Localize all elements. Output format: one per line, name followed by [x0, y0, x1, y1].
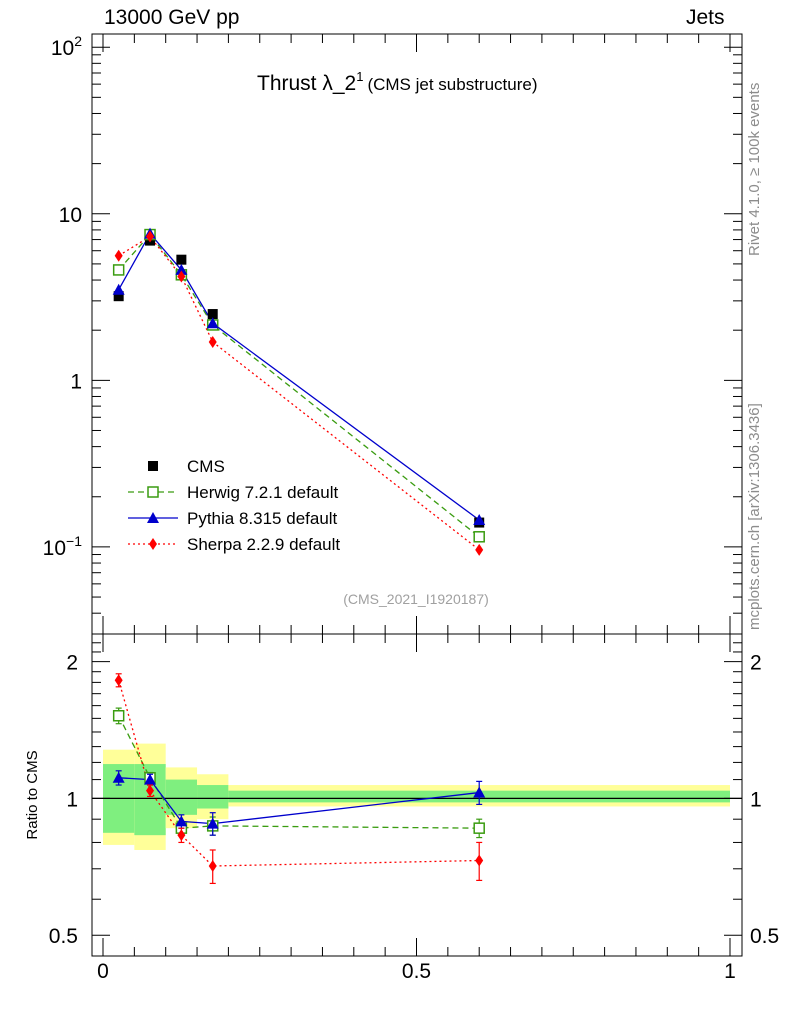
- pythia-legend-marker: [147, 512, 159, 523]
- analysis-watermark: (CMS_2021_I1920187): [343, 591, 489, 607]
- herwig-main-line: [118, 233, 480, 538]
- cms-main-point: [113, 291, 124, 302]
- sherpa-main-line: [118, 235, 480, 551]
- pythia-ratio-point: [206, 817, 219, 829]
- axis-ticks: [92, 34, 742, 956]
- x-tick-label: 1: [724, 960, 736, 983]
- sherpa-main-point: [208, 335, 217, 348]
- sherpa-ratio-point: [208, 859, 217, 872]
- ratio-y-tick-label-right: 2: [750, 652, 762, 675]
- sherpa-ratio-point: [475, 854, 484, 867]
- cms-legend-marker: [148, 461, 158, 471]
- main-y-tick-label: 102: [51, 33, 82, 60]
- pythia-legend-label: Pythia 8.315 default: [187, 509, 338, 528]
- herwig-legend-label: Herwig 7.2.1 default: [187, 483, 338, 502]
- sherpa-ratio-point: [177, 829, 186, 842]
- cms-legend-label: CMS: [187, 457, 225, 476]
- sherpa-main-point: [177, 270, 186, 283]
- ratio-y-axis-label: Ratio to CMS: [24, 750, 41, 839]
- pythia-ratio-point: [473, 786, 486, 798]
- pythia-main-point: [473, 514, 486, 526]
- header-process-label: 13000 GeV pp: [104, 6, 240, 29]
- ratio-y-tick-label-right: 0.5: [750, 925, 779, 948]
- ratio-uncertainty-bands: [92, 743, 742, 850]
- pythia-ratio-point: [175, 815, 188, 827]
- axis-tick-labels: 102 10 1 10−1 0.5 0.5 1 1 2 2 0 0.5 1: [43, 33, 780, 983]
- ratio-y-tick-label-left: 0.5: [49, 925, 78, 948]
- pythia-main-point: [175, 263, 188, 275]
- herwig-legend-marker: [147, 486, 159, 498]
- x-tick-label: 0.5: [402, 960, 431, 983]
- pythia-ratio-point: [112, 771, 125, 783]
- legend: CMS Herwig 7.2.1 default Pythia 8.315 defa…: [128, 457, 340, 554]
- pythia-main-line: [118, 232, 480, 521]
- sherpa-main-point: [475, 543, 484, 556]
- main-y-tick-label: 10: [59, 204, 82, 227]
- sherpa-main-point: [114, 249, 123, 262]
- stat-uncertainty-band: [197, 785, 229, 809]
- series-markers: [112, 227, 486, 885]
- sherpa-ratio-line: [118, 680, 480, 867]
- x-tick-label: 0: [97, 960, 109, 983]
- sherpa-main-point: [146, 230, 155, 243]
- sherpa-ratio-point: [146, 784, 155, 797]
- herwig-ratio-point: [473, 822, 485, 834]
- pythia-main-point: [112, 283, 125, 295]
- chart-title: Thrust λ_21 (CMS jet substructure): [257, 69, 538, 95]
- ratio-y-tick-label-left: 2: [66, 652, 78, 675]
- chart-title-main: Thrust λ_2: [257, 72, 356, 95]
- cms-main-point: [207, 309, 218, 320]
- chart-title-superscript: 1: [356, 69, 363, 84]
- cms-main-point: [176, 254, 187, 265]
- main-y-tick-label: 1: [70, 370, 82, 393]
- ratio-y-tick-label-right: 1: [750, 788, 762, 811]
- sherpa-legend-label: Sherpa 2.2.9 default: [187, 535, 340, 554]
- stat-uncertainty-band: [165, 779, 198, 815]
- sherpa-legend-marker: [149, 538, 157, 550]
- pythia-ratio-point: [144, 773, 157, 785]
- ratio-y-tick-label-left: 1: [66, 788, 78, 811]
- sherpa-ratio-point: [114, 674, 123, 687]
- header-category-label: Jets: [686, 6, 725, 29]
- pythia-main-point: [206, 317, 219, 329]
- main-y-tick-label: 10−1: [43, 533, 83, 560]
- chart-title-subtitle: (CMS jet substructure): [367, 75, 537, 94]
- herwig-main-point: [112, 264, 125, 276]
- herwig-main-point: [473, 531, 485, 543]
- herwig-ratio-point: [112, 710, 125, 722]
